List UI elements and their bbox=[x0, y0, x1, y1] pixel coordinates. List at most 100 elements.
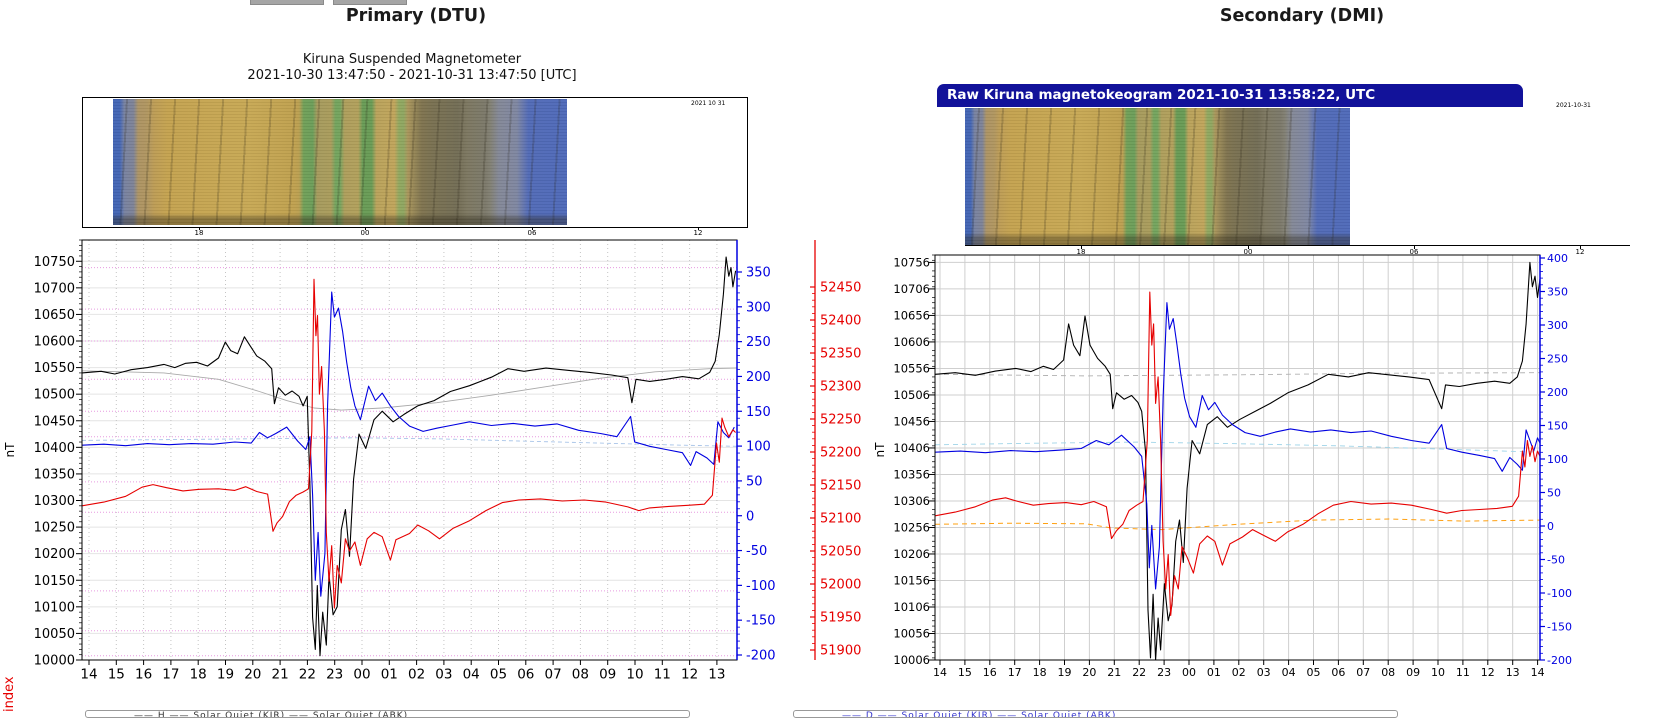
svg-text:04: 04 bbox=[1282, 666, 1296, 679]
svg-text:10106: 10106 bbox=[893, 600, 930, 614]
svg-text:10156: 10156 bbox=[893, 574, 930, 588]
svg-text:05: 05 bbox=[490, 667, 507, 683]
svg-text:08: 08 bbox=[572, 667, 589, 683]
svg-text:300: 300 bbox=[746, 300, 771, 315]
svg-text:-100: -100 bbox=[1547, 587, 1572, 600]
left-strip-ticklabel: 06 bbox=[527, 229, 537, 237]
left-chart-daterange: 2021-10-30 13:47:50 - 2021-10-31 13:47:5… bbox=[247, 68, 577, 83]
svg-text:14: 14 bbox=[933, 666, 947, 679]
svg-text:10550: 10550 bbox=[34, 361, 75, 376]
svg-text:22: 22 bbox=[1132, 666, 1146, 679]
right-strip-ticklabel: 12 bbox=[1575, 248, 1585, 256]
svg-text:10300: 10300 bbox=[34, 494, 75, 509]
svg-text:00: 00 bbox=[353, 667, 370, 683]
svg-text:07: 07 bbox=[545, 667, 562, 683]
right-strip-ticklabel: 18 bbox=[1076, 248, 1086, 256]
svg-text:-200: -200 bbox=[746, 649, 776, 664]
svg-text:400: 400 bbox=[1547, 252, 1568, 265]
svg-text:-150: -150 bbox=[1547, 620, 1572, 633]
svg-text:nT: nT bbox=[873, 442, 887, 458]
right-strip-axis bbox=[965, 245, 1630, 246]
svg-text:10600: 10600 bbox=[34, 335, 75, 350]
svg-text:16: 16 bbox=[983, 666, 997, 679]
right-strip-tick bbox=[1414, 246, 1415, 249]
svg-text:03: 03 bbox=[1257, 666, 1271, 679]
svg-text:01: 01 bbox=[381, 667, 398, 683]
svg-text:10700: 10700 bbox=[34, 281, 75, 296]
svg-text:200: 200 bbox=[746, 370, 771, 385]
svg-text:10100: 10100 bbox=[34, 600, 75, 615]
right-magnetogram-image bbox=[965, 108, 1350, 245]
svg-text:52400: 52400 bbox=[820, 314, 861, 329]
svg-text:150: 150 bbox=[746, 405, 771, 420]
svg-text:18: 18 bbox=[1033, 666, 1047, 679]
svg-text:10206: 10206 bbox=[893, 547, 930, 561]
svg-text:150: 150 bbox=[1547, 419, 1568, 432]
svg-text:03: 03 bbox=[435, 667, 452, 683]
svg-text:20: 20 bbox=[244, 667, 261, 683]
svg-text:15: 15 bbox=[958, 666, 972, 679]
svg-text:11: 11 bbox=[1456, 666, 1470, 679]
svg-text:nT: nT bbox=[3, 442, 17, 458]
svg-text:52200: 52200 bbox=[820, 446, 861, 461]
svg-text:10050: 10050 bbox=[34, 627, 75, 642]
svg-text:09: 09 bbox=[599, 667, 616, 683]
svg-text:10200: 10200 bbox=[34, 547, 75, 562]
svg-text:17: 17 bbox=[1008, 666, 1022, 679]
svg-text:16: 16 bbox=[135, 667, 152, 683]
svg-text:52450: 52450 bbox=[820, 281, 861, 296]
svg-text:00: 00 bbox=[1182, 666, 1196, 679]
left-magnetogram-box: 2021 10 31 bbox=[82, 97, 748, 228]
svg-text:02: 02 bbox=[1232, 666, 1246, 679]
svg-text:21: 21 bbox=[272, 667, 289, 683]
svg-text:10650: 10650 bbox=[34, 308, 75, 323]
left-strip-tick bbox=[532, 227, 533, 230]
right-strip-tick bbox=[1248, 246, 1249, 249]
svg-text:14: 14 bbox=[80, 667, 97, 683]
svg-text:-50: -50 bbox=[746, 544, 767, 559]
right-strip-tick bbox=[1081, 246, 1082, 249]
svg-text:06: 06 bbox=[517, 667, 534, 683]
svg-text:10400: 10400 bbox=[34, 441, 75, 456]
svg-text:51900: 51900 bbox=[820, 644, 861, 659]
svg-text:10: 10 bbox=[626, 667, 643, 683]
svg-text:20: 20 bbox=[1082, 666, 1096, 679]
left-strip-date: 2021 10 31 bbox=[691, 100, 726, 107]
svg-text:52050: 52050 bbox=[820, 545, 861, 560]
svg-text:11: 11 bbox=[654, 667, 671, 683]
svg-text:52350: 52350 bbox=[820, 347, 861, 362]
svg-text:04: 04 bbox=[463, 667, 480, 683]
left-strip-tick bbox=[365, 227, 366, 230]
svg-text:10506: 10506 bbox=[893, 388, 930, 402]
svg-text:12: 12 bbox=[681, 667, 698, 683]
svg-text:10056: 10056 bbox=[893, 627, 930, 641]
right-header-bar: Raw Kiruna magnetokeogram 2021-10-31 13:… bbox=[937, 84, 1523, 107]
svg-text:18: 18 bbox=[190, 667, 207, 683]
right-strip-date: 2021-10-31 bbox=[1556, 102, 1591, 109]
svg-text:10000: 10000 bbox=[34, 654, 75, 669]
svg-text:0: 0 bbox=[746, 509, 754, 524]
left-strip-tick bbox=[199, 227, 200, 230]
svg-text:10500: 10500 bbox=[34, 388, 75, 403]
svg-text:06: 06 bbox=[1331, 666, 1345, 679]
right-strip-tick bbox=[1580, 246, 1581, 249]
svg-text:07: 07 bbox=[1356, 666, 1370, 679]
svg-text:10706: 10706 bbox=[893, 282, 930, 296]
svg-text:10: 10 bbox=[1431, 666, 1445, 679]
svg-text:09: 09 bbox=[1406, 666, 1420, 679]
svg-text:10450: 10450 bbox=[34, 414, 75, 429]
svg-text:52250: 52250 bbox=[820, 413, 861, 428]
right-magnetometer-chart: 10756 10706 10656 10606 10556 10506 10456 10406… bbox=[873, 252, 1572, 679]
svg-text:10306: 10306 bbox=[893, 494, 930, 508]
svg-text:51950: 51950 bbox=[820, 611, 861, 626]
right-panel-title: Secondary (DMI) bbox=[1219, 6, 1385, 26]
svg-text:10656: 10656 bbox=[893, 308, 930, 322]
button-fragment-1[interactable] bbox=[250, 0, 324, 5]
svg-text:13: 13 bbox=[1506, 666, 1520, 679]
svg-text:17: 17 bbox=[162, 667, 179, 683]
button-fragment-2[interactable] bbox=[333, 0, 407, 5]
left-strip-ticklabel: 18 bbox=[194, 229, 204, 237]
svg-text:19: 19 bbox=[1058, 666, 1072, 679]
svg-text:50: 50 bbox=[1547, 486, 1561, 499]
